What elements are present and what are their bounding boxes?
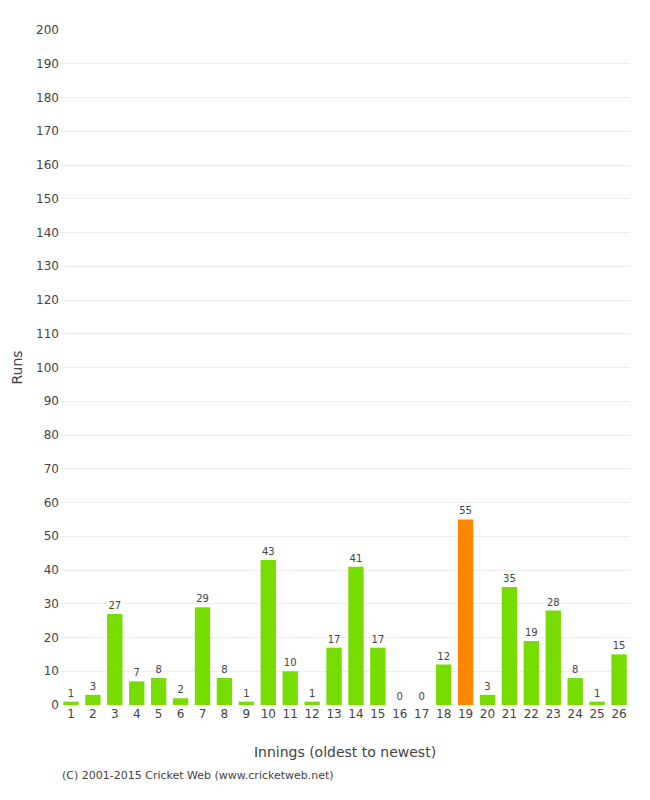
svg-text:0: 0 [51, 698, 59, 712]
svg-text:180: 180 [36, 91, 59, 105]
svg-text:160: 160 [36, 158, 59, 172]
svg-text:150: 150 [36, 192, 59, 206]
svg-text:15: 15 [370, 707, 385, 721]
svg-text:26: 26 [611, 707, 626, 721]
svg-text:18: 18 [436, 707, 451, 721]
svg-text:3: 3 [484, 681, 490, 692]
svg-text:170: 170 [36, 124, 59, 138]
svg-text:10: 10 [261, 707, 276, 721]
svg-text:27: 27 [108, 600, 121, 611]
svg-text:19: 19 [525, 627, 538, 638]
svg-text:1: 1 [594, 688, 600, 699]
svg-text:1: 1 [243, 688, 249, 699]
svg-text:23: 23 [546, 707, 561, 721]
svg-text:110: 110 [36, 327, 59, 341]
svg-text:19: 19 [458, 707, 473, 721]
svg-text:22: 22 [524, 707, 539, 721]
svg-text:21: 21 [502, 707, 517, 721]
svg-text:70: 70 [44, 462, 59, 476]
svg-text:5: 5 [155, 707, 163, 721]
svg-text:10: 10 [284, 657, 297, 668]
svg-text:24: 24 [568, 707, 583, 721]
svg-text:43: 43 [262, 546, 275, 557]
svg-text:0: 0 [419, 691, 425, 702]
svg-text:Innings (oldest to newest): Innings (oldest to newest) [254, 744, 436, 760]
svg-text:130: 130 [36, 259, 59, 273]
svg-text:16: 16 [392, 707, 407, 721]
svg-text:29: 29 [196, 593, 209, 604]
svg-text:4: 4 [133, 707, 141, 721]
svg-text:2: 2 [177, 684, 183, 695]
svg-text:14: 14 [348, 707, 363, 721]
svg-text:8: 8 [221, 707, 229, 721]
svg-text:30: 30 [44, 597, 59, 611]
svg-text:80: 80 [44, 428, 59, 442]
svg-text:35: 35 [503, 573, 516, 584]
svg-text:20: 20 [480, 707, 495, 721]
svg-text:15: 15 [613, 640, 626, 651]
svg-text:9: 9 [243, 707, 251, 721]
svg-text:13: 13 [326, 707, 341, 721]
svg-text:Runs: Runs [9, 350, 25, 384]
svg-text:100: 100 [36, 361, 59, 375]
svg-text:3: 3 [111, 707, 119, 721]
svg-text:17: 17 [328, 634, 341, 645]
svg-text:7: 7 [134, 667, 140, 678]
svg-text:12: 12 [304, 707, 319, 721]
svg-text:(C) 2001-2015 Cricket Web (www: (C) 2001-2015 Cricket Web (www.cricketwe… [62, 769, 334, 782]
svg-text:25: 25 [589, 707, 604, 721]
svg-text:10: 10 [44, 664, 59, 678]
svg-text:11: 11 [283, 707, 298, 721]
svg-text:60: 60 [44, 496, 59, 510]
svg-text:1: 1 [309, 688, 315, 699]
svg-text:200: 200 [36, 23, 59, 37]
svg-text:17: 17 [372, 634, 385, 645]
svg-text:17: 17 [414, 707, 429, 721]
svg-text:6: 6 [177, 707, 185, 721]
svg-text:40: 40 [44, 563, 59, 577]
svg-text:12: 12 [437, 651, 450, 662]
svg-text:90: 90 [44, 394, 59, 408]
svg-text:8: 8 [572, 664, 578, 675]
svg-text:1: 1 [68, 688, 74, 699]
svg-text:190: 190 [36, 57, 59, 71]
svg-text:140: 140 [36, 226, 59, 240]
svg-text:3: 3 [90, 681, 96, 692]
svg-text:7: 7 [199, 707, 207, 721]
svg-text:8: 8 [221, 664, 227, 675]
svg-text:0: 0 [397, 691, 403, 702]
svg-text:8: 8 [155, 664, 161, 675]
svg-text:120: 120 [36, 293, 59, 307]
svg-text:41: 41 [350, 553, 363, 564]
svg-text:2: 2 [89, 707, 97, 721]
svg-text:55: 55 [459, 505, 472, 516]
svg-text:1: 1 [67, 707, 75, 721]
svg-text:20: 20 [44, 631, 59, 645]
svg-text:50: 50 [44, 529, 59, 543]
svg-text:28: 28 [547, 597, 560, 608]
